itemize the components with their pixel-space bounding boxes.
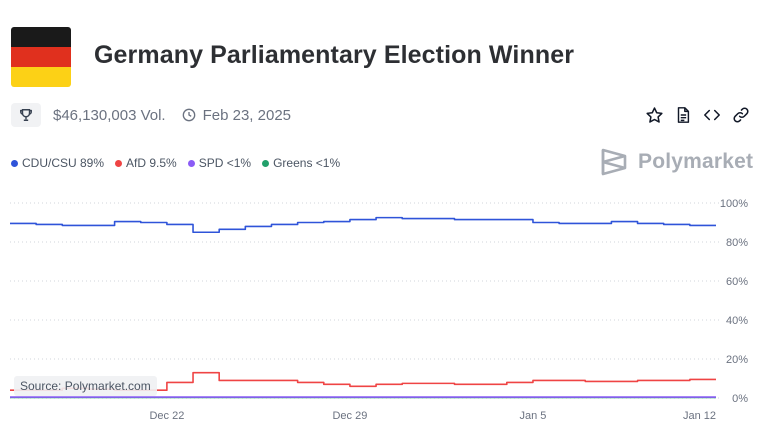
polymarket-logo-icon xyxy=(601,148,627,176)
y-tick-label: 100% xyxy=(720,198,748,210)
y-tick-label: 60% xyxy=(726,276,748,288)
y-tick-label: 0% xyxy=(732,393,748,405)
flag-stripe-gold xyxy=(11,67,71,87)
legend-dot xyxy=(11,159,18,167)
legend-label: AfD 9.5% xyxy=(126,156,177,170)
x-tick-label: Dec 29 xyxy=(332,410,367,422)
code-icon[interactable] xyxy=(701,104,723,126)
source-label: Source: Polymarket.com xyxy=(14,376,157,396)
x-tick-label: Dec 22 xyxy=(149,410,184,422)
legend-item-cdu: CDU/CSU 89% xyxy=(11,156,104,170)
end-date-text: Feb 23, 2025 xyxy=(202,106,292,124)
brand-name: Polymarket xyxy=(638,150,754,173)
legend-label: CDU/CSU 89% xyxy=(22,156,105,170)
action-toolbar xyxy=(636,104,752,126)
legend-item-greens: Greens <1% xyxy=(262,156,340,170)
legend-dot xyxy=(115,159,123,167)
chart-legend: CDU/CSU 89% AfD 9.5% SPD <1% Greens <1% xyxy=(11,156,351,170)
polymarket-logo: Polymarket xyxy=(600,146,753,178)
star-icon[interactable] xyxy=(643,104,665,126)
link-icon[interactable] xyxy=(730,104,752,126)
y-tick-label: 80% xyxy=(726,237,748,249)
page-title: Germany Parliamentary Election Winner xyxy=(94,41,575,69)
germany-flag-icon xyxy=(11,27,71,87)
x-tick-label: Jan 12 xyxy=(683,410,716,422)
legend-item-afd: AfD 9.5% xyxy=(115,156,177,170)
market-meta: $46,130,003 Vol. Feb 23, 2025 xyxy=(11,103,291,127)
legend-label: Greens <1% xyxy=(273,156,341,170)
y-tick-label: 20% xyxy=(726,354,748,366)
legend-dot xyxy=(187,159,195,167)
y-tick-label: 40% xyxy=(726,315,748,327)
legend-item-spd: SPD <1% xyxy=(187,156,252,170)
trophy-icon xyxy=(11,103,41,127)
legend-label: SPD <1% xyxy=(198,156,252,170)
x-tick-label: Jan 5 xyxy=(520,410,547,422)
series-line-cdu-csu xyxy=(10,216,716,234)
end-date: Feb 23, 2025 xyxy=(182,107,291,124)
flag-stripe-red xyxy=(11,47,71,67)
legend-dot xyxy=(262,159,270,167)
flag-stripe-black xyxy=(11,27,71,47)
document-icon[interactable] xyxy=(672,104,694,126)
volume-text: $46,130,003 Vol. xyxy=(53,106,166,124)
clock-icon xyxy=(182,108,195,122)
